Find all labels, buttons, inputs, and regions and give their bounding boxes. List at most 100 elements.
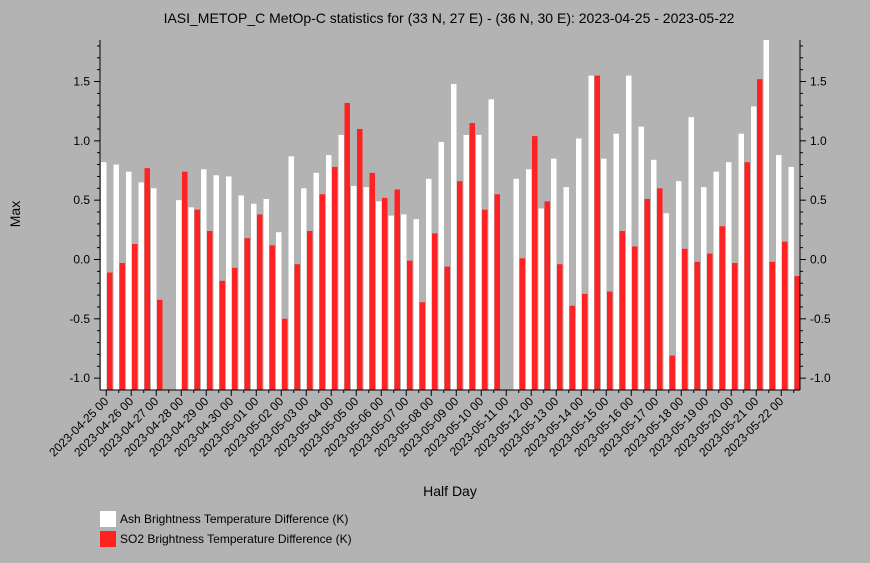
so2-bar [519, 258, 525, 390]
ash-bar [276, 232, 282, 390]
so2-bar [132, 244, 138, 390]
y-axis-label: Max [7, 201, 23, 227]
so2-bar [307, 231, 313, 390]
ash-bar [188, 207, 194, 390]
y-tick-label-right: -0.5 [810, 312, 831, 326]
so2-bar [107, 272, 113, 390]
ash-bar [726, 162, 732, 390]
legend-label-ash: Ash Brightness Temperature Difference (K… [120, 512, 349, 526]
ash-bar [701, 187, 707, 390]
so2-bar [194, 209, 200, 390]
y-tick-label-left: -0.5 [69, 312, 90, 326]
so2-bar [694, 261, 700, 390]
so2-bar [444, 266, 450, 390]
y-tick-label-left: 1.0 [73, 134, 90, 148]
so2-bar [732, 263, 738, 390]
ash-bar [788, 166, 794, 390]
so2-bar [332, 166, 338, 390]
so2-bar [369, 172, 375, 390]
so2-bar [294, 264, 300, 390]
so2-bar [432, 233, 438, 390]
y-tick-label-left: -1.0 [69, 371, 90, 385]
ash-bar [138, 182, 144, 390]
so2-bar [557, 264, 563, 390]
so2-bar [582, 293, 588, 390]
x-axis-label: Half Day [423, 483, 477, 499]
so2-bar [282, 318, 288, 390]
so2-bar [794, 276, 800, 390]
ash-bar [101, 162, 107, 390]
ash-bar [401, 214, 407, 390]
so2-bar [494, 194, 500, 390]
so2-bar [394, 189, 400, 390]
ash-bar [351, 185, 357, 390]
ash-bar [738, 133, 744, 391]
ash-bar [713, 171, 719, 390]
legend-item-ash: Ash Brightness Temperature Difference (K… [100, 511, 352, 527]
ash-bar [126, 171, 132, 390]
ash-bar [313, 172, 319, 390]
so2-bar [707, 253, 713, 390]
ash-bar [763, 40, 769, 390]
chart-title: IASI_METOP_C MetOp-C statistics for (33 … [164, 10, 735, 26]
so2-bar [144, 168, 150, 390]
so2-bar [344, 102, 350, 390]
ash-bar [676, 181, 682, 390]
ash-bar [426, 178, 432, 390]
legend: Ash Brightness Temperature Difference (K… [100, 511, 352, 551]
y-tick-label-right: 1.0 [810, 134, 827, 148]
so2-bar [182, 171, 188, 390]
y-tick-label-right: 0.0 [810, 252, 827, 266]
so2-bar [382, 197, 388, 390]
legend-swatch-ash [100, 511, 116, 527]
y-tick-label-left: 0.5 [73, 193, 90, 207]
ash-bar [176, 200, 182, 390]
ash-bar [376, 201, 382, 390]
ash-bar [751, 106, 757, 390]
ash-bar [663, 213, 669, 390]
ash-bar [113, 164, 119, 390]
so2-bar [482, 209, 488, 390]
ash-bar [438, 142, 444, 390]
ash-bar [288, 156, 294, 390]
ash-bar [488, 99, 494, 390]
so2-bar [469, 123, 475, 391]
ash-bar [551, 158, 557, 390]
ash-bar [538, 208, 544, 390]
so2-bar [719, 226, 725, 390]
ash-bar [251, 203, 257, 390]
so2-bar [657, 188, 663, 390]
y-tick-label-right: -1.0 [810, 371, 831, 385]
so2-bar [607, 291, 613, 390]
so2-bar [782, 241, 788, 390]
legend-swatch-so2 [100, 531, 116, 547]
ash-bar [563, 187, 569, 390]
so2-bar [644, 198, 650, 390]
ash-bar [588, 75, 594, 390]
ash-bar [451, 83, 457, 391]
so2-bar [532, 136, 538, 390]
so2-bar [619, 231, 625, 390]
so2-bar [357, 128, 363, 391]
so2-bar [157, 299, 163, 390]
y-tick-label-left: 1.5 [73, 75, 90, 89]
ash-bar [326, 155, 332, 390]
ash-bar [238, 195, 244, 390]
y-tick-label-right: 0.5 [810, 193, 827, 207]
so2-bar [682, 248, 688, 390]
ash-bar [651, 159, 657, 390]
ash-bar [476, 134, 482, 390]
so2-bar [757, 79, 763, 391]
so2-bar [257, 214, 263, 390]
ash-bar [263, 198, 269, 390]
bars-group [101, 40, 800, 391]
so2-bar [744, 162, 750, 390]
ash-bar [388, 215, 394, 390]
so2-bar [207, 231, 213, 390]
so2-bar [119, 263, 125, 390]
ash-bar [413, 219, 419, 390]
ash-bar [213, 175, 219, 390]
ash-bar [626, 75, 632, 390]
ash-bar [463, 134, 469, 390]
so2-bar [269, 245, 275, 390]
